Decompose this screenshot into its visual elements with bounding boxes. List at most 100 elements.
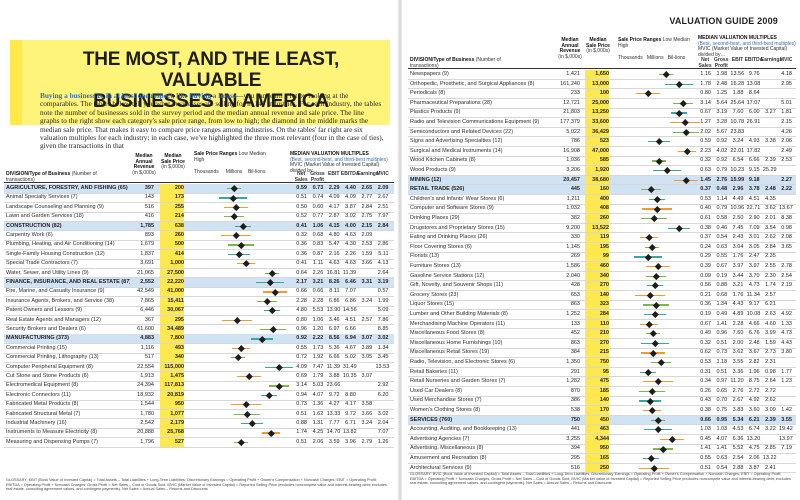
row-multiple-4: 6.86 <box>345 297 356 304</box>
table-row: Gift, Novelty, and Souvenir Shops (11) 42… <box>408 281 796 291</box>
row-multiple-3: 7.60 <box>732 109 744 116</box>
row-median-sale-price: 140 <box>585 290 609 301</box>
row-multiple-5: 2.84 <box>361 203 373 210</box>
row-multiple-4: 3.70 <box>748 272 760 279</box>
table-row: Patent Owners and Lessors (9) 6,446 30,067… <box>4 306 394 316</box>
multiple-header-1: Net Sales <box>294 171 308 183</box>
row-multiple-6: 1.23 <box>781 378 792 385</box>
table-row: Miscellaneous Food Stores (8) 452 210 0.49 0… <box>408 329 796 339</box>
row-divider <box>408 366 796 368</box>
table-row: Furniture Stores (13) 1,586 460 0.39 0.67 3.9… <box>408 262 796 272</box>
row-multiple-1: 0.64 <box>296 269 307 276</box>
row-sale-price-range <box>408 166 796 175</box>
row-multiple-2: 5.03 <box>312 382 324 389</box>
col-head-range-title: Sale Price Ranges <box>618 37 662 43</box>
row-median-revenue: 269 <box>570 253 580 260</box>
row-median-revenue: 20,888 <box>137 429 154 436</box>
row-median-sale-price: 170 <box>585 406 609 416</box>
row-multiple-6: 2.84 <box>377 222 389 229</box>
row-business-type: Drugstores and Proprietary Stores (15) <box>410 224 505 231</box>
row-multiple-5: 3.31 <box>361 279 373 285</box>
row-multiple-3: 3.59 <box>328 438 340 445</box>
row-median-revenue: 42,549 <box>137 288 154 295</box>
row-median-sale-price: 295 <box>160 315 184 325</box>
row-business-type: Real Estate Agents and Managers (12) <box>6 316 101 323</box>
median-diamond-icon <box>243 260 250 268</box>
row-multiple-1: 0.72 <box>296 354 307 361</box>
row-divider <box>408 395 796 397</box>
table-row: Gasoline Service Stations (12) 2,040 340 0.… <box>408 271 796 281</box>
row-business-type: Miscellaneous Retail Stores (19) <box>410 349 490 356</box>
row-multiple-5: 2.85 <box>765 445 776 452</box>
row-sale-price-range <box>408 396 796 405</box>
row-multiple-4: 3.01 <box>748 234 760 241</box>
row-sale-price-range <box>4 269 394 278</box>
row-multiple-6: 7.07 <box>377 429 389 436</box>
row-multiple-2: 4.25 <box>312 429 324 436</box>
row-sale-price-range <box>4 316 394 325</box>
row-median-sale-price: 95 <box>585 367 609 377</box>
row-multiple-1: 0.62 <box>700 349 711 356</box>
row-multiple-2: 1.11 <box>313 260 324 267</box>
row-multiple-6: 0.57 <box>377 288 389 295</box>
row-median-sale-price: 41,000 <box>160 287 184 297</box>
row-multiple-3: 2.87 <box>328 213 340 220</box>
row-multiple-5: 2.01 <box>765 215 776 221</box>
row-divider <box>408 107 796 109</box>
row-sale-price-range <box>4 400 394 409</box>
row-multiple-1: 0.21 <box>700 291 711 298</box>
row-median-revenue: 3,691 <box>140 260 154 267</box>
row-business-type: Wood Products (9) <box>410 167 456 173</box>
col-head-division-title: DIVISION/Type of Business <box>6 171 71 177</box>
row-business-type: Radio and Television Communications Equi… <box>410 119 540 125</box>
multiple-header-6: MVIC <box>376 171 389 177</box>
row-multiple-1: 0.36 <box>296 241 307 248</box>
row-sale-price-range <box>408 195 796 204</box>
row-multiple-4: 4.40 <box>345 185 356 191</box>
row-multiple-1: 0.51 <box>296 194 307 201</box>
row-divider <box>4 202 394 203</box>
row-multiple-5: 3.09 <box>765 407 776 413</box>
row-multiple-5: 3.27 <box>765 109 776 116</box>
median-diamond-icon <box>648 407 656 414</box>
row-median-sale-price: 15,411 <box>160 296 184 307</box>
row-multiple-4: 2.06 <box>748 455 760 461</box>
row-multiple-3: 6.97 <box>328 326 340 332</box>
table-row: Architectural Services (9) 516 250 0.51 0.54… <box>408 463 796 473</box>
row-multiple-4: 6.46 <box>345 279 356 285</box>
row-business-type: Wood Kitchen Cabinets (8) <box>410 157 476 164</box>
row-median-revenue: 1,780 <box>140 410 154 417</box>
row-multiple-6: 13.53 <box>375 363 390 370</box>
table-row: Liquor Stores (15) 863 323 0.36 1.34 4.43 9.17… <box>408 300 796 310</box>
row-business-type: Fire, Marine, and Casualty Insurance (9) <box>6 288 105 295</box>
row-sale-price-range <box>408 464 796 473</box>
table-row: Drinking Places (29) 382 260 0.61 0.58 2.50 2.… <box>408 214 796 224</box>
row-multiple-4: 4.63 <box>345 232 356 238</box>
row-multiple-4: 3.60 <box>748 407 760 413</box>
row-divider <box>408 328 796 329</box>
row-multiple-4: 4.66 <box>748 320 760 327</box>
row-divider <box>408 462 796 464</box>
row-multiple-3: 16.28 <box>730 80 745 87</box>
col-head-revenue-title: Median Annual Revenue <box>133 153 155 171</box>
left-page: THE MOST, AND THE LEAST, VALUABLE BUSINE… <box>0 0 398 500</box>
row-median-revenue: 863 <box>570 339 580 346</box>
row-median-revenue: 133 <box>570 320 580 327</box>
row-multiple-3: 6.66 <box>328 354 340 361</box>
row-business-type: Computer Peripheral Equipment (8) <box>6 363 93 370</box>
median-diamond-icon <box>654 263 662 270</box>
row-business-type: Cut Stone and Stone Products (6) <box>6 373 89 379</box>
row-multiple-1: 0.73 <box>296 401 307 408</box>
row-business-type: Commercial Printing (15) <box>6 344 67 351</box>
row-multiple-2: 0.79 <box>716 167 728 173</box>
table-row: Water, Sewer, and Utility Lines (9) 21,06… <box>4 268 394 278</box>
row-median-revenue: 2,552 <box>140 279 154 285</box>
row-divider <box>408 117 796 118</box>
row-sale-price-range <box>408 147 796 156</box>
multiple-header-2: Gross Profit <box>714 57 729 69</box>
row-multiple-6: 2.27 <box>781 176 792 183</box>
row-multiple-3: 3.62 <box>732 349 744 356</box>
row-multiple-4: 2.82 <box>748 359 760 365</box>
row-median-revenue: 517 <box>144 354 154 361</box>
row-multiple-3: 6.54 <box>732 157 744 164</box>
